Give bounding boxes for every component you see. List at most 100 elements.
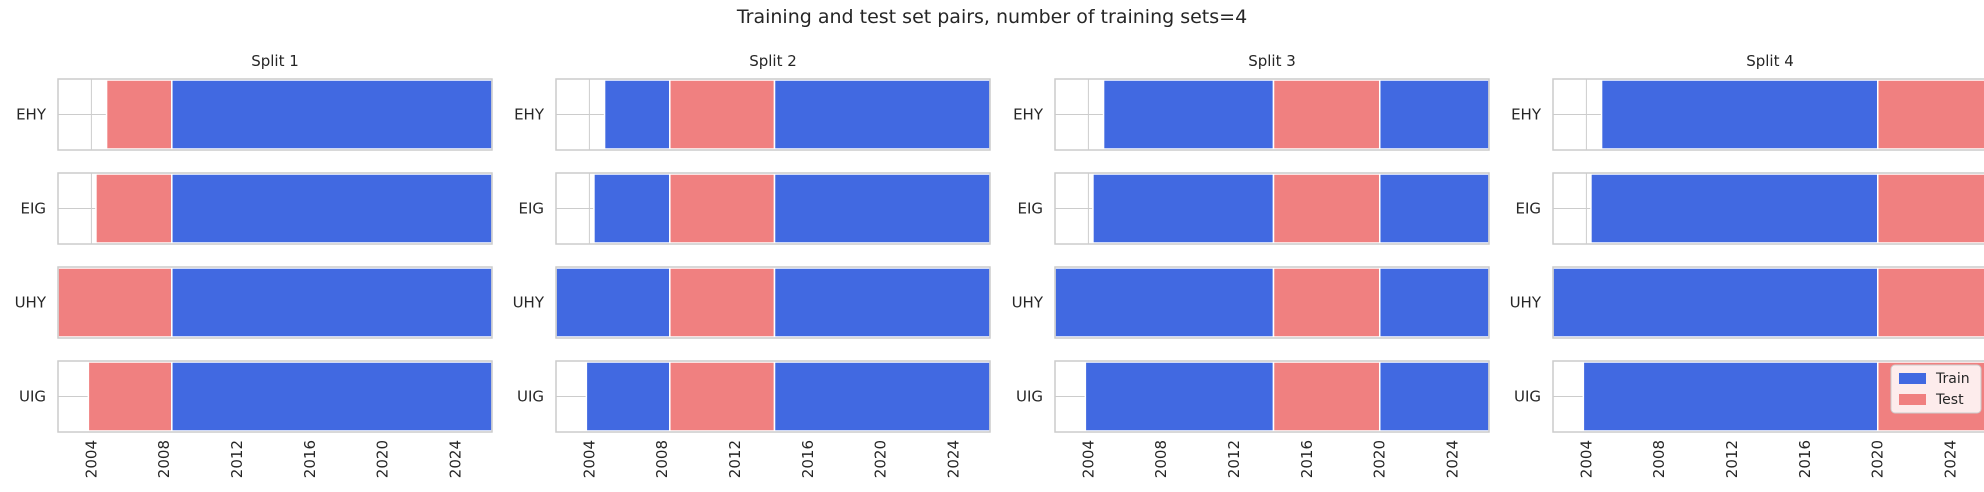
- test-bar: [87, 361, 173, 432]
- y-tick-label: UHY: [1510, 294, 1542, 312]
- y-tick-label: EIG: [518, 200, 544, 218]
- axes-frame: [555, 360, 991, 433]
- train-bar: [1102, 79, 1275, 150]
- train-bar: [1084, 361, 1275, 432]
- test-bar: [669, 267, 776, 338]
- y-tick-label: UIG: [19, 388, 46, 406]
- train-bar: [773, 267, 991, 338]
- test-bar: [95, 173, 173, 244]
- x-tick-label: 2004: [580, 440, 598, 478]
- axes-frame: [1054, 360, 1490, 433]
- subplot-title: Split 3: [1248, 52, 1296, 70]
- train-bar: [585, 361, 671, 432]
- test-bar: [105, 79, 173, 150]
- x-tick-label: 2016: [799, 440, 817, 478]
- test-bar: [57, 267, 173, 338]
- test-bar: [1272, 361, 1381, 432]
- test-bar: [669, 361, 776, 432]
- y-tick-label: UHY: [1012, 294, 1044, 312]
- y-tick-label: EHY: [514, 106, 545, 124]
- train-bar: [555, 267, 671, 338]
- axes-frame: [57, 172, 493, 245]
- train-bar: [1600, 79, 1879, 150]
- test-bar: [1272, 267, 1381, 338]
- x-tick-label: 2008: [653, 440, 671, 478]
- test-bar: [1272, 173, 1381, 244]
- x-tick-label: 2020: [1371, 440, 1389, 478]
- y-tick-label: EHY: [1013, 106, 1044, 124]
- axes-frame: [1552, 360, 1984, 433]
- train-bar: [1378, 267, 1490, 338]
- legend-label: Train: [1935, 371, 1970, 387]
- x-tick-label: 2004: [82, 440, 100, 478]
- x-tick-label: 2012: [1225, 440, 1243, 478]
- y-tick-label: UIG: [1016, 388, 1043, 406]
- train-bar: [1590, 173, 1879, 244]
- axes-frame: [57, 266, 493, 339]
- axes-frame: [1054, 172, 1490, 245]
- train-bar: [1054, 267, 1275, 338]
- test-bar: [669, 79, 776, 150]
- axes-frame: [555, 266, 991, 339]
- train-bar: [171, 173, 493, 244]
- y-tick-label: EIG: [1017, 200, 1043, 218]
- axes-frame: [1552, 78, 1984, 151]
- train-bar: [1092, 173, 1275, 244]
- y-tick-label: EHY: [1511, 106, 1542, 124]
- x-tick-label: 2016: [1796, 440, 1814, 478]
- x-tick-label: 2012: [726, 440, 744, 478]
- axes-frame: [1054, 78, 1490, 151]
- x-tick-label: 2012: [228, 440, 246, 478]
- x-tick-label: 2024: [945, 440, 963, 478]
- y-tick-label: UHY: [513, 294, 545, 312]
- y-tick-label: EIG: [20, 200, 46, 218]
- train-bar: [1552, 267, 1879, 338]
- axes-frame: [1054, 266, 1490, 339]
- train-bar: [1378, 173, 1490, 244]
- train-bar: [773, 79, 991, 150]
- test-bar: [1272, 79, 1381, 150]
- x-tick-label: 2008: [155, 440, 173, 478]
- subplot-title: Split 1: [251, 52, 299, 70]
- subplot-title: Split 4: [1746, 52, 1794, 70]
- legend-label: Test: [1935, 392, 1964, 408]
- train-bar: [1582, 361, 1879, 432]
- train-bar: [593, 173, 671, 244]
- x-tick-label: 2024: [1444, 440, 1462, 478]
- figure-title: Training and test set pairs, number of t…: [736, 6, 1248, 28]
- y-tick-label: UHY: [15, 294, 47, 312]
- axes-frame: [57, 360, 493, 433]
- train-bar: [773, 361, 991, 432]
- train-bar: [171, 267, 493, 338]
- axes-frame: [555, 78, 991, 151]
- x-tick-label: 2024: [1942, 440, 1960, 478]
- test-bar: [1876, 173, 1984, 244]
- x-tick-label: 2012: [1723, 440, 1741, 478]
- y-tick-label: EIG: [1515, 200, 1541, 218]
- train-bar: [1378, 361, 1490, 432]
- test-bar: [1876, 267, 1984, 338]
- x-tick-label: 2020: [374, 440, 392, 478]
- train-bar: [1378, 79, 1490, 150]
- x-tick-label: 2024: [447, 440, 465, 478]
- x-tick-label: 2016: [301, 440, 319, 478]
- test-bar: [1876, 79, 1984, 150]
- legend-swatch: [1899, 373, 1926, 384]
- train-bar: [603, 79, 671, 150]
- axes-frame: [57, 78, 493, 151]
- y-tick-label: EHY: [16, 106, 47, 124]
- x-tick-label: 2008: [1152, 440, 1170, 478]
- y-tick-label: UIG: [1514, 388, 1541, 406]
- axes-frame: [555, 172, 991, 245]
- x-tick-label: 2020: [872, 440, 890, 478]
- x-tick-label: 2008: [1650, 440, 1668, 478]
- train-bar: [171, 79, 493, 150]
- legend-swatch: [1899, 394, 1926, 405]
- train-bar: [773, 173, 991, 244]
- x-tick-label: 2004: [1577, 440, 1595, 478]
- axes-frame: [1552, 266, 1984, 339]
- axes-frame: [1552, 172, 1984, 245]
- test-bar: [669, 173, 776, 244]
